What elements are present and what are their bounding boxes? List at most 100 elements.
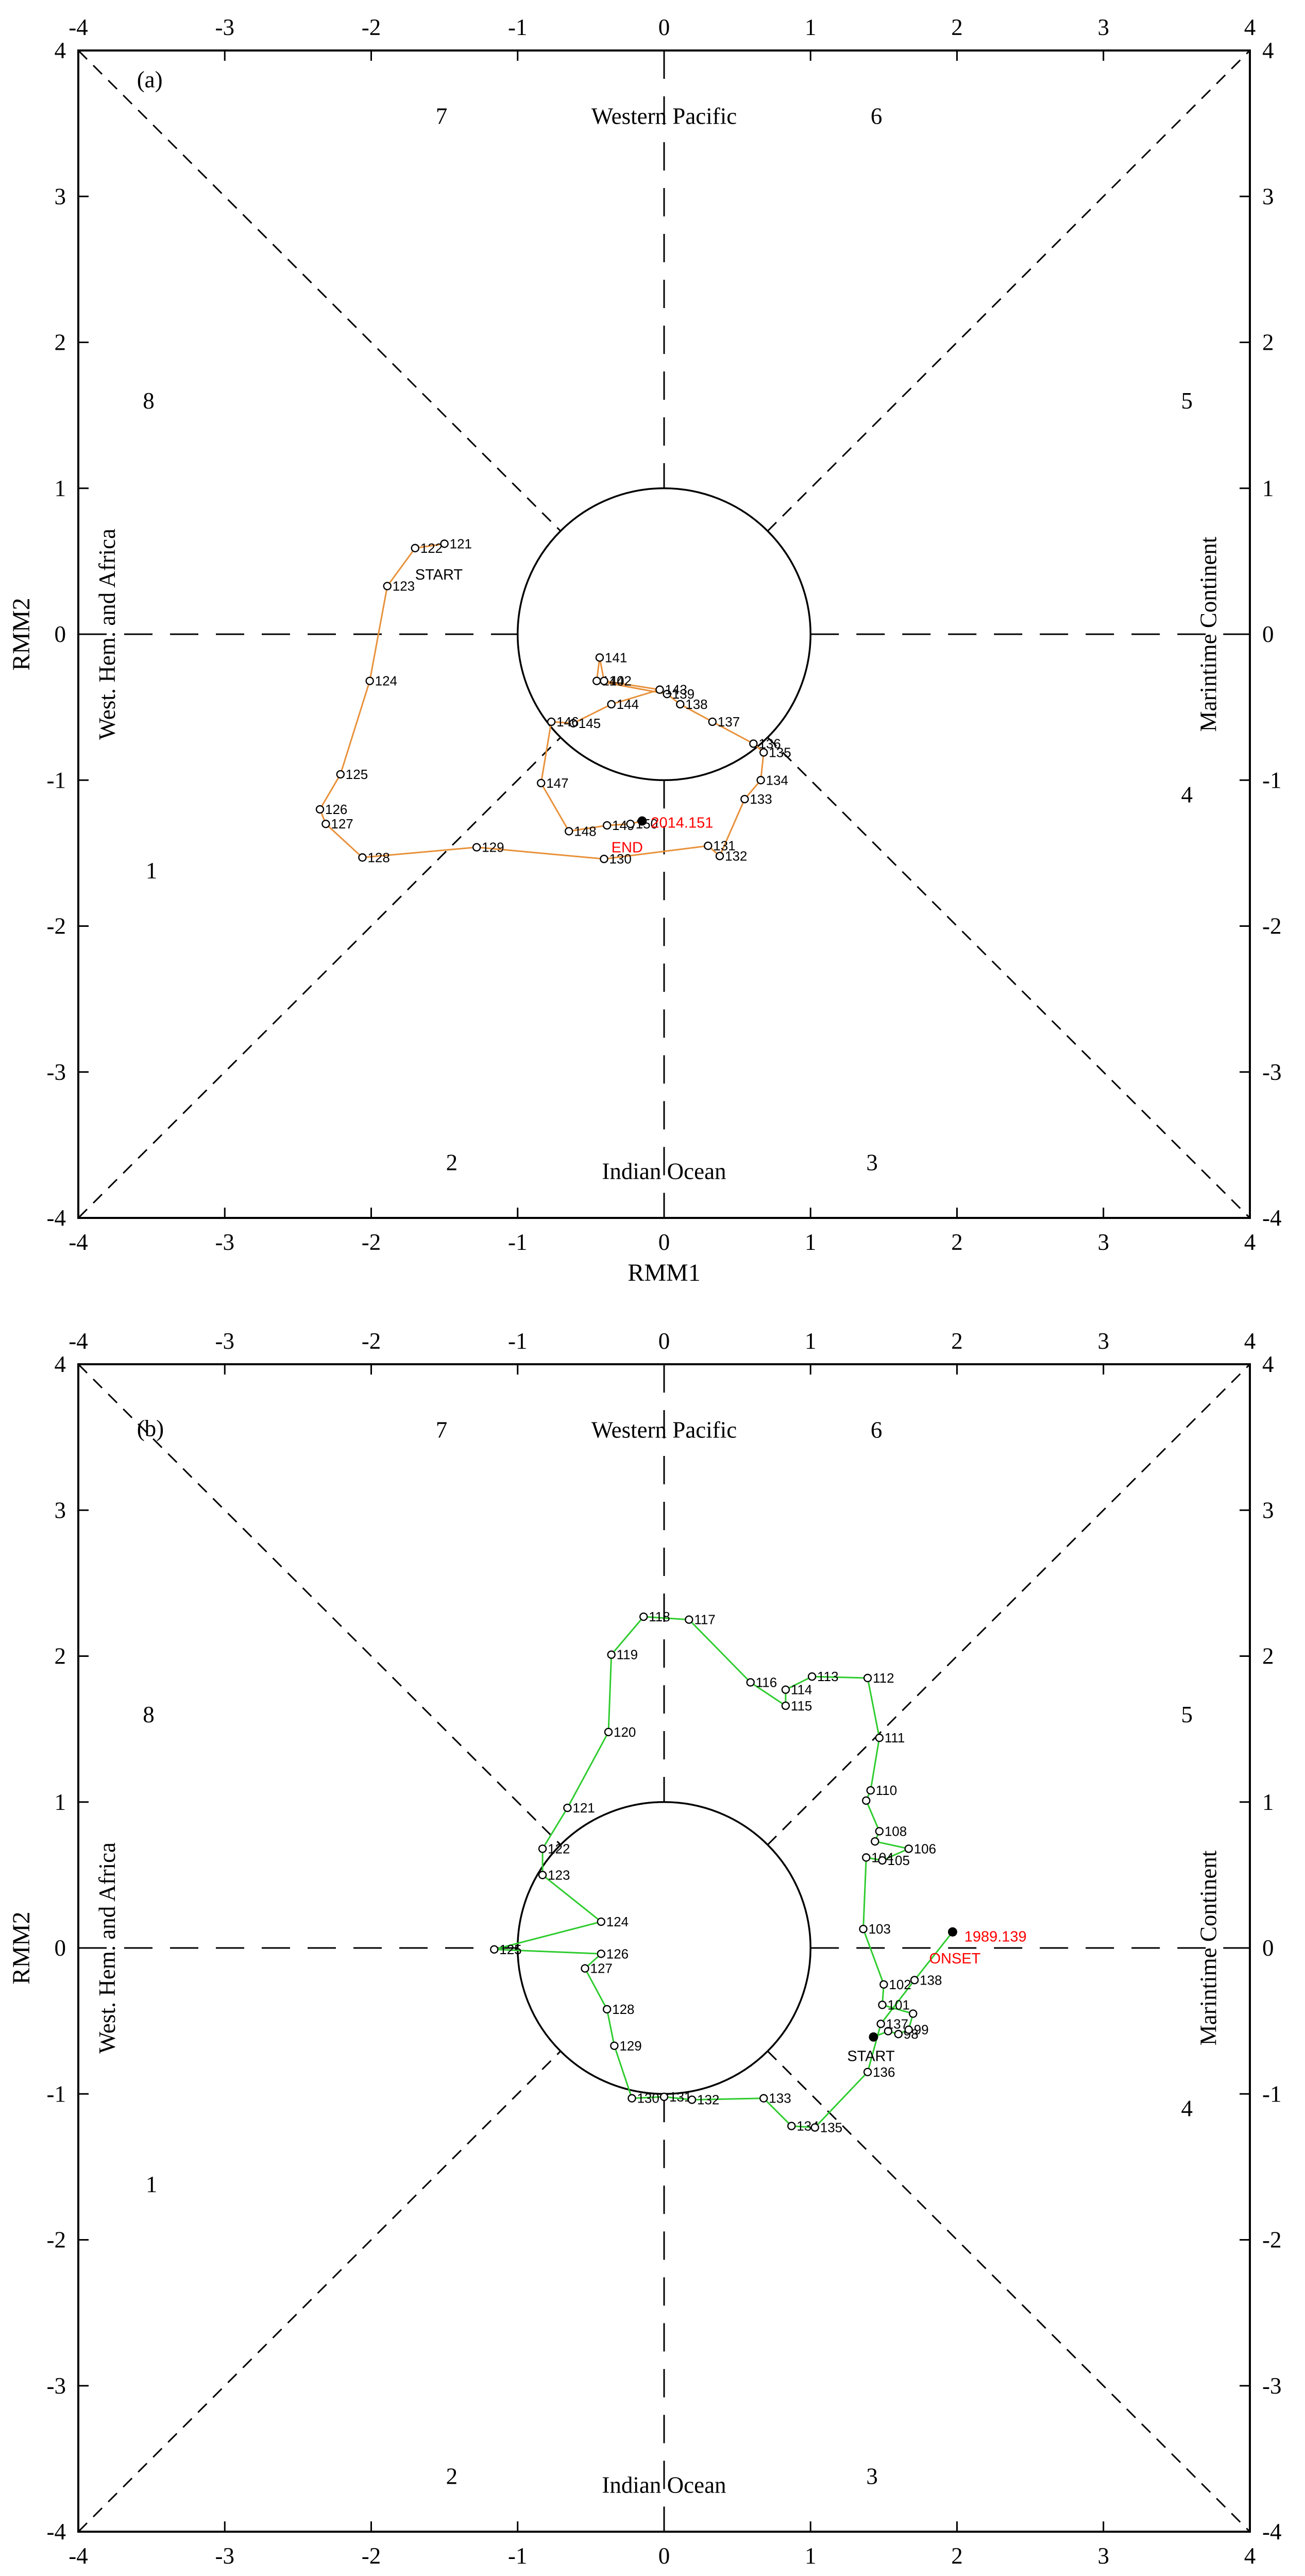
trajectory-point-marker (879, 1980, 888, 1989)
trajectory-point-marker (411, 544, 419, 553)
trajectory-annotation: START (847, 2048, 895, 2065)
trajectory-point-label: 131 (713, 838, 735, 854)
tick-label-right: -3 (1262, 2373, 1282, 2399)
trajectory-point-marker (871, 1837, 879, 1846)
region-label-western-pacific: Western Pacific (591, 103, 737, 129)
trajectory-point-marker (592, 676, 601, 685)
trajectory-point-marker (600, 676, 608, 685)
tick-label-left: 0 (55, 1935, 66, 1961)
trajectory-point-label: 126 (606, 1946, 629, 1961)
trajectory-point-marker (863, 2067, 872, 2076)
phase-diagonal-ne (767, 49, 1251, 532)
tick-label-top: -4 (69, 14, 88, 40)
phase-diagonal-se (767, 737, 1251, 1219)
trajectory-point-label: 132 (697, 2092, 719, 2108)
trajectory-point-label: 129 (619, 2038, 641, 2054)
tick-label-bottom: 1 (805, 2543, 817, 2569)
tick-label-right: -4 (1262, 1205, 1282, 1231)
trajectory-annotation: 2014.151 (651, 815, 713, 831)
tick-label-left: -3 (47, 2373, 66, 2399)
trajectory-point-marker (604, 1727, 613, 1736)
trajectory-point-marker (862, 1796, 871, 1805)
trajectory-point-label: 123 (548, 1867, 570, 1883)
trajectory-point-marker (336, 770, 345, 779)
trajectory-point-marker (875, 1733, 884, 1742)
trajectory-point-label: 128 (612, 2002, 634, 2017)
tick-label-left: 3 (55, 183, 66, 209)
trajectory-point-label: 121 (450, 536, 472, 551)
tick-label-right: 1 (1262, 1789, 1274, 1815)
trajectory-annotation: ONSET (929, 1951, 980, 1967)
region-label-west-hem-africa: West. Hem. and Africa (94, 1842, 120, 2054)
trajectory-point-marker (704, 841, 713, 850)
tick-label-left: 1 (55, 476, 66, 501)
trajectory-point-marker (894, 2029, 903, 2039)
trajectory-point-marker (863, 1673, 872, 1683)
trajectory-point-label: 108 (885, 1823, 907, 1839)
tick-label-bottom: -4 (69, 2543, 88, 2569)
tick-label-bottom: -3 (215, 1229, 235, 1255)
trajectory-point-marker (321, 820, 330, 828)
trajectory-point-marker (676, 700, 685, 709)
trajectory-point-label: 144 (617, 697, 639, 712)
trajectory-point-marker (600, 855, 608, 863)
trajectory-point-marker (663, 689, 671, 699)
phase-number-6: 6 (871, 1417, 883, 1443)
tick-label-left: 4 (55, 38, 66, 63)
tick-label-right: 1 (1262, 476, 1274, 501)
trajectory-point-label: 134 (766, 772, 788, 788)
phase-number-4: 4 (1181, 2096, 1193, 2122)
trajectory-point-marker (878, 2001, 887, 2009)
trajectory-point-label: 125 (346, 767, 368, 782)
trajectory-point-label: 132 (725, 849, 747, 864)
tick-label-bottom: -1 (508, 2543, 528, 2569)
tick-label-bottom: 2 (951, 1229, 963, 1255)
trajectory-point-marker (862, 1853, 871, 1862)
tick-label-right: -4 (1262, 2519, 1282, 2545)
trajectory-annotation: 1989.139 (964, 1928, 1027, 1945)
trajectory-point-marker (807, 1672, 817, 1681)
trajectory-point-marker (876, 2020, 885, 2028)
tick-label-right: 4 (1262, 38, 1274, 63)
phase-number-7: 7 (436, 1417, 448, 1443)
trajectory-point-label: 137 (886, 2016, 908, 2031)
trajectory-point-label: 130 (637, 2091, 659, 2106)
trajectory-point-label: 127 (331, 816, 353, 832)
tick-label-bottom: 3 (1098, 1229, 1110, 1255)
trajectory-point-marker (875, 1827, 884, 1836)
tick-label-left: 2 (55, 330, 66, 355)
trajectory-point-marker (639, 1612, 648, 1621)
trajectory-point-label: 133 (750, 791, 772, 807)
trajectory-point-label: 103 (869, 1921, 891, 1937)
trajectory-point-marker (537, 778, 546, 788)
trajectory-point-label: 136 (873, 2064, 895, 2080)
tick-label-right: 3 (1262, 1497, 1274, 1523)
trajectory-point-label: 137 (718, 714, 740, 730)
trajectory-point-label: 99 (914, 2022, 929, 2038)
tick-label-bottom: 2 (951, 2543, 963, 2569)
trajectory-point-marker (440, 539, 449, 548)
trajectory-point-label: 101 (888, 1997, 910, 2012)
x-axis-label: RMM1 (628, 1259, 700, 1286)
trajectory-point-marker (365, 676, 374, 685)
tick-label-bottom: 0 (658, 2543, 670, 2569)
tick-label-right: 4 (1262, 1351, 1274, 1377)
trajectory-point-label: 114 (791, 1682, 812, 1698)
tick-label-bottom: -4 (69, 1229, 88, 1255)
trajectory-point-marker (655, 685, 664, 694)
trajectory-point-marker (472, 843, 481, 852)
trajectory-point-label: 117 (694, 1612, 715, 1628)
tick-label-right: 2 (1262, 1643, 1274, 1669)
trajectory-annotation: START (415, 567, 463, 583)
trajectory-point-label: 110 (876, 1783, 897, 1798)
trajectory-point-label: 138 (685, 697, 707, 712)
phase-number-1: 1 (146, 858, 158, 884)
trajectory-path (493, 1616, 954, 2128)
tick-label-left: -4 (47, 1205, 66, 1231)
trajectory-point-marker (910, 1976, 919, 1985)
trajectory-point-marker (746, 1678, 755, 1687)
trajectory-point-label: 129 (482, 840, 504, 855)
region-label-maritime-continent: Marintime Continent (1196, 1850, 1222, 2045)
